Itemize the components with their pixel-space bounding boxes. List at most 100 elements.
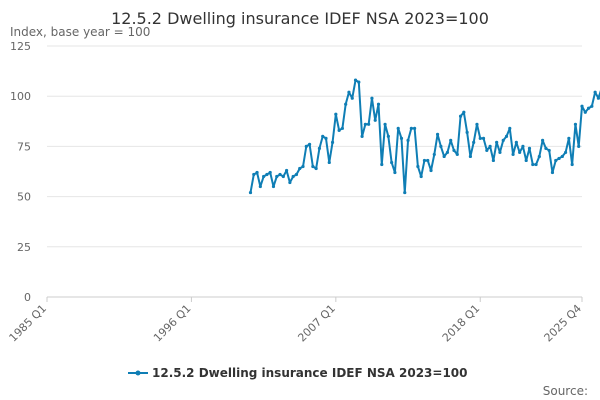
data-point[interactable] (399, 136, 404, 140)
data-point[interactable] (373, 118, 377, 122)
data-point[interactable] (317, 146, 322, 151)
data-point[interactable] (586, 106, 591, 110)
data-point[interactable] (278, 172, 282, 177)
data-point[interactable] (393, 170, 397, 175)
data-point[interactable] (550, 170, 555, 175)
data-point[interactable] (478, 136, 482, 140)
data-point[interactable] (390, 160, 394, 165)
data-point[interactable] (583, 110, 587, 114)
data-point[interactable] (294, 172, 299, 177)
data-point[interactable] (311, 164, 315, 169)
data-point[interactable] (370, 96, 374, 100)
data-point[interactable] (541, 138, 545, 142)
data-point[interactable] (265, 172, 269, 177)
data-point[interactable] (367, 122, 371, 126)
data-point[interactable] (445, 150, 450, 155)
data-point[interactable] (465, 130, 469, 134)
data-point[interactable] (262, 174, 266, 179)
legend[interactable]: 12.5.2 Dwelling insurance IDEF NSA 2023=… (128, 366, 468, 380)
data-point[interactable] (531, 162, 535, 167)
data-point[interactable] (527, 146, 532, 151)
data-point[interactable] (439, 144, 443, 148)
data-point[interactable] (422, 158, 427, 163)
data-point[interactable] (452, 148, 456, 153)
data-point[interactable] (537, 154, 541, 159)
data-point[interactable] (288, 180, 292, 185)
data-point[interactable] (462, 110, 466, 114)
data-point[interactable] (495, 140, 499, 144)
data-point[interactable] (429, 168, 433, 173)
data-point[interactable] (416, 164, 420, 169)
data-point[interactable] (271, 184, 276, 189)
data-point[interactable] (307, 142, 312, 146)
data-point[interactable] (327, 160, 331, 165)
data-point[interactable] (567, 136, 571, 140)
data-point[interactable] (449, 138, 453, 142)
data-point[interactable] (380, 162, 384, 167)
data-point[interactable] (248, 190, 253, 195)
data-point[interactable] (491, 158, 495, 163)
data-point[interactable] (458, 114, 463, 118)
data-point[interactable] (340, 126, 344, 130)
data-point[interactable] (350, 96, 354, 100)
data-point[interactable] (508, 126, 512, 130)
data-point[interactable] (353, 78, 358, 82)
data-point[interactable] (593, 90, 597, 94)
data-point[interactable] (321, 134, 325, 138)
data-point[interactable] (255, 170, 259, 175)
data-point[interactable] (360, 134, 364, 138)
data-point[interactable] (334, 112, 338, 116)
data-point[interactable] (442, 154, 446, 159)
data-point[interactable] (580, 104, 584, 108)
data-point[interactable] (324, 136, 328, 140)
data-point[interactable] (298, 166, 302, 171)
data-point[interactable] (258, 184, 262, 189)
data-point[interactable] (554, 158, 558, 163)
data-point[interactable] (577, 144, 581, 148)
data-point[interactable] (435, 132, 440, 136)
data-point[interactable] (596, 96, 600, 100)
data-point[interactable] (481, 136, 486, 140)
data-point[interactable] (413, 126, 417, 130)
data-point[interactable] (544, 146, 548, 151)
data-point[interactable] (383, 122, 387, 126)
data-point[interactable] (557, 156, 561, 161)
data-point[interactable] (252, 172, 256, 177)
data-point[interactable] (560, 154, 564, 159)
data-point[interactable] (330, 140, 335, 144)
data-point[interactable] (432, 152, 436, 157)
data-point[interactable] (419, 174, 423, 179)
data-point[interactable] (514, 140, 518, 144)
data-point[interactable] (501, 138, 505, 142)
data-point[interactable] (472, 140, 476, 144)
data-point[interactable] (573, 122, 578, 126)
data-point[interactable] (488, 144, 492, 148)
data-point[interactable] (534, 162, 538, 167)
data-point[interactable] (524, 158, 528, 163)
data-point[interactable] (275, 174, 279, 179)
data-point[interactable] (406, 138, 410, 142)
data-point[interactable] (357, 80, 361, 84)
data-point[interactable] (291, 174, 295, 179)
data-point[interactable] (409, 126, 413, 130)
data-point[interactable] (518, 150, 522, 155)
data-point[interactable] (426, 158, 430, 163)
data-point[interactable] (485, 148, 489, 153)
data-point[interactable] (590, 104, 594, 108)
data-point[interactable] (504, 134, 509, 138)
data-point[interactable] (376, 102, 381, 106)
data-point[interactable] (563, 150, 568, 155)
data-point[interactable] (403, 190, 407, 195)
data-point[interactable] (511, 152, 515, 157)
data-point[interactable] (337, 128, 341, 132)
data-point[interactable] (455, 152, 459, 157)
data-point[interactable] (285, 168, 289, 173)
data-point[interactable] (547, 148, 551, 153)
data-point[interactable] (268, 170, 272, 175)
data-point[interactable] (344, 102, 348, 106)
data-point[interactable] (570, 162, 574, 167)
data-point[interactable] (281, 174, 285, 179)
data-point[interactable] (314, 166, 318, 171)
data-point[interactable] (475, 122, 479, 126)
data-point[interactable] (498, 150, 502, 155)
